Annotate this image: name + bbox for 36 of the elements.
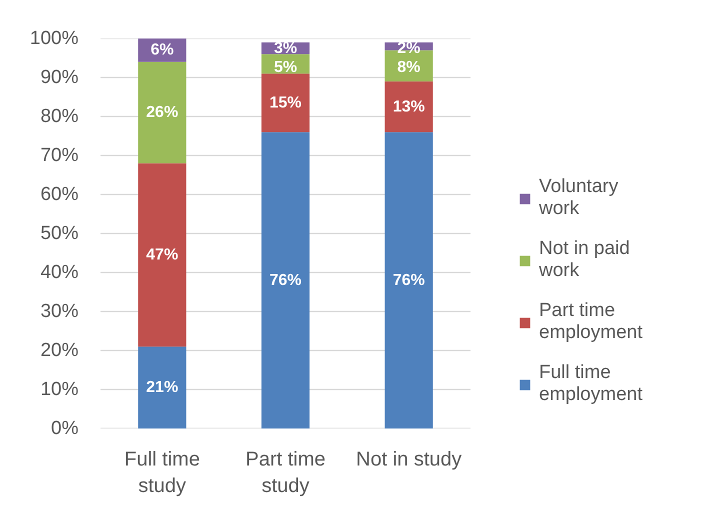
- legend-label: Not in paid work: [539, 238, 630, 282]
- data-label: 6%: [150, 42, 174, 59]
- bar: [138, 62, 186, 164]
- x-tick-label: Part time study: [245, 448, 326, 497]
- data-label: 26%: [146, 104, 178, 122]
- y-tick-label: 20%: [40, 340, 79, 361]
- data-label: 13%: [392, 98, 425, 116]
- y-tick-label: 0%: [51, 418, 79, 439]
- data-label: 76%: [269, 272, 302, 289]
- legend-label: Part time employment: [539, 300, 642, 344]
- x-tick-label: Not in study: [356, 448, 462, 470]
- data-label: 76%: [392, 272, 425, 289]
- legend-label: Full time employment: [539, 362, 642, 406]
- data-label: 5%: [274, 59, 298, 76]
- data-label: 3%: [274, 40, 298, 57]
- y-tick-label: 10%: [40, 379, 79, 400]
- y-tick-label: 80%: [40, 106, 79, 127]
- y-tick-label: 70%: [40, 145, 79, 166]
- x-tick-label: Full time study: [124, 448, 200, 497]
- bar: [138, 346, 186, 428]
- y-tick-label: 30%: [40, 301, 79, 322]
- y-tick-label: 60%: [40, 184, 79, 205]
- data-label: 21%: [146, 379, 178, 396]
- bar: [261, 74, 310, 132]
- bar: [384, 81, 433, 132]
- bar: [138, 163, 186, 347]
- bar: [261, 132, 310, 428]
- y-tick-label: 100%: [30, 28, 79, 49]
- bar: [384, 132, 433, 428]
- y-tick-label: 50%: [40, 223, 79, 244]
- legend-label: Voluntary work: [539, 176, 618, 220]
- y-tick-label: 40%: [40, 262, 79, 283]
- data-label: 8%: [397, 59, 420, 76]
- y-tick-label: 90%: [40, 67, 79, 88]
- data-label: 47%: [146, 246, 178, 264]
- data-label: 15%: [269, 94, 302, 112]
